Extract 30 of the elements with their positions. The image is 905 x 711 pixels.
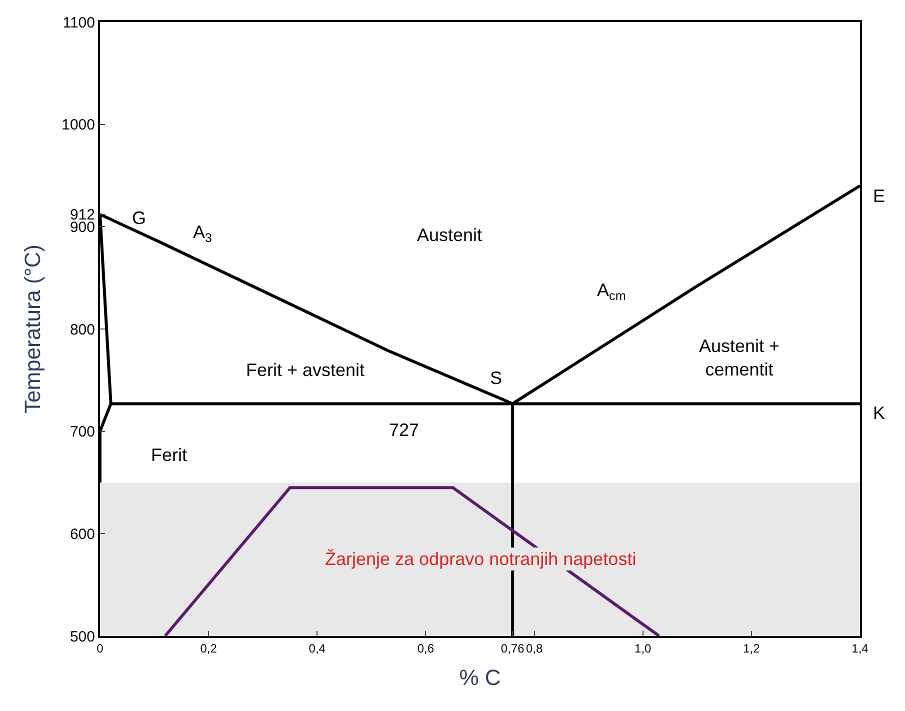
x-tick-label: 0,4 xyxy=(308,641,326,656)
annotation: Austenit + cementit xyxy=(699,336,780,380)
x-tick-label: 1,2 xyxy=(743,641,760,656)
x-tick-label: 0,8 xyxy=(526,641,543,656)
annotation: Ferit xyxy=(151,445,187,465)
annotation: Ferit + avstenit xyxy=(246,360,365,380)
text: K xyxy=(873,403,886,423)
band-label: Žarjenje za odpravo notranjih napetosti xyxy=(325,549,636,569)
y-axis-title: Temperatura (°C) xyxy=(20,244,45,414)
x-tick-label: 0,2 xyxy=(200,641,218,656)
y-tick-label: 600 xyxy=(70,526,95,543)
x-tick-label: 0 xyxy=(96,641,104,656)
x-tick-label: 1,0 xyxy=(634,641,652,656)
y-tick-label: 500 xyxy=(70,628,95,646)
x-tick-label: 0,76 xyxy=(500,641,525,656)
x-tick-label: 1,4 xyxy=(852,641,869,656)
y-tick-label: 700 xyxy=(70,424,95,441)
y-tick-label: 900 xyxy=(70,218,95,236)
y-tick-label: 1100 xyxy=(62,14,95,32)
annotation: G xyxy=(132,208,146,228)
y-tick-label: 1000 xyxy=(62,116,95,134)
annotation: Austenit xyxy=(417,225,482,245)
annotation: S xyxy=(490,368,502,388)
x-axis-title: % C xyxy=(459,664,501,690)
x-tick-label: 0,6 xyxy=(417,641,434,656)
annotation: A$_{cm}$ xyxy=(597,280,626,303)
text: E xyxy=(873,186,886,206)
annotation: 727 xyxy=(389,420,420,440)
annotation: A$_{3}$ xyxy=(193,222,212,245)
y-tick-label: 800 xyxy=(70,321,95,338)
